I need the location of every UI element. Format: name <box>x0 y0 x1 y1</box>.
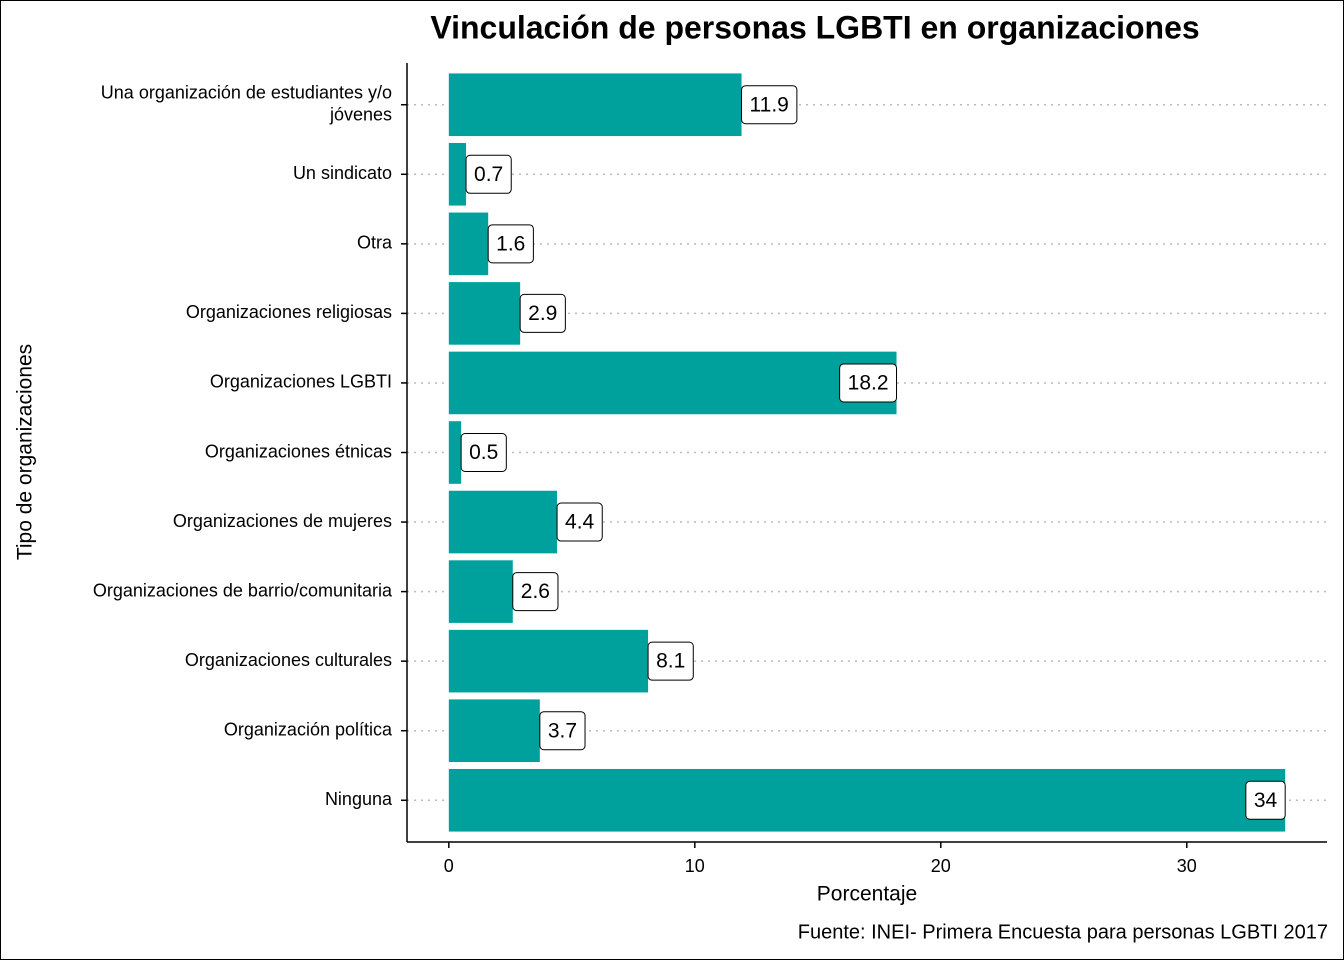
value-label: 8.1 <box>647 641 694 681</box>
value-label-text: 3.7 <box>548 719 577 742</box>
value-label: 2.9 <box>519 293 566 333</box>
y-tick-label: Organizaciones religiosas <box>186 302 392 322</box>
y-tick-label: Organizaciones étnicas <box>205 441 392 461</box>
value-label-text: 8.1 <box>656 650 685 673</box>
value-label-box <box>741 85 798 125</box>
value-label-text: 4.4 <box>565 511 595 534</box>
value-label: 4.4 <box>556 502 603 542</box>
value-label-box <box>647 641 694 681</box>
bar <box>448 768 1286 832</box>
bar <box>448 212 489 276</box>
value-label-box <box>839 363 898 403</box>
y-tick-label: Organización política <box>224 719 393 739</box>
x-tick-label: 30 <box>1177 856 1197 876</box>
bar <box>448 629 649 693</box>
value-label-box <box>512 572 559 612</box>
y-tick-label: Ninguna <box>325 789 393 809</box>
x-axis-title: Porcentaje <box>817 883 917 906</box>
bar <box>448 560 513 623</box>
value-label: 34 <box>1245 780 1286 820</box>
y-tick-label: Una organización de estudiantes y/o jóven… <box>101 82 392 124</box>
value-label-text: 1.6 <box>496 232 525 255</box>
bar <box>448 421 462 484</box>
value-label-box <box>487 224 534 264</box>
y-tick-label: Organizaciones de mujeres <box>173 511 392 531</box>
bar <box>448 351 897 415</box>
value-label: 0.7 <box>465 154 512 194</box>
y-tick-label: Organizaciones de barrio/comunitaria <box>93 580 393 600</box>
y-axis-title: Tipo de organizaciones <box>14 344 37 560</box>
value-label-text: 34 <box>1254 789 1278 812</box>
value-label: 18.2 <box>839 363 898 403</box>
value-label: 3.7 <box>539 711 586 751</box>
bar <box>448 490 558 554</box>
bar <box>448 73 742 137</box>
value-label-box <box>465 154 512 194</box>
bar <box>448 282 521 345</box>
value-label-text: 2.6 <box>521 580 550 603</box>
value-label-box <box>539 711 586 751</box>
value-label: 1.6 <box>487 224 534 264</box>
value-label-text: 2.9 <box>528 302 557 325</box>
value-label-text: 0.7 <box>474 163 503 186</box>
y-tick-label: Un sindicato <box>293 163 392 183</box>
y-tick-label: Organizaciones LGBTI <box>210 372 392 392</box>
chart-title: Vinculación de personas LGBTI en organiz… <box>430 9 1199 45</box>
x-tick-label: 20 <box>931 856 951 876</box>
value-label: 0.5 <box>460 433 507 472</box>
x-tick-label: 10 <box>685 856 705 876</box>
caption: Fuente: INEI- Primera Encuesta para pers… <box>798 921 1328 943</box>
value-label-text: 0.5 <box>469 441 498 464</box>
value-label-box <box>460 433 507 472</box>
bar <box>448 699 540 763</box>
value-label-box <box>519 293 566 333</box>
value-label-text: 18.2 <box>848 371 889 394</box>
bar <box>448 142 467 206</box>
value-label-box <box>556 502 603 542</box>
value-label-box <box>1245 780 1286 820</box>
value-label: 11.9 <box>741 85 798 125</box>
value-label: 2.6 <box>512 572 559 612</box>
value-label-text: 11.9 <box>750 93 789 116</box>
x-tick-label: 0 <box>444 856 454 876</box>
y-tick-label: Organizaciones culturales <box>185 650 392 670</box>
y-tick-label: Otra <box>357 233 393 253</box>
